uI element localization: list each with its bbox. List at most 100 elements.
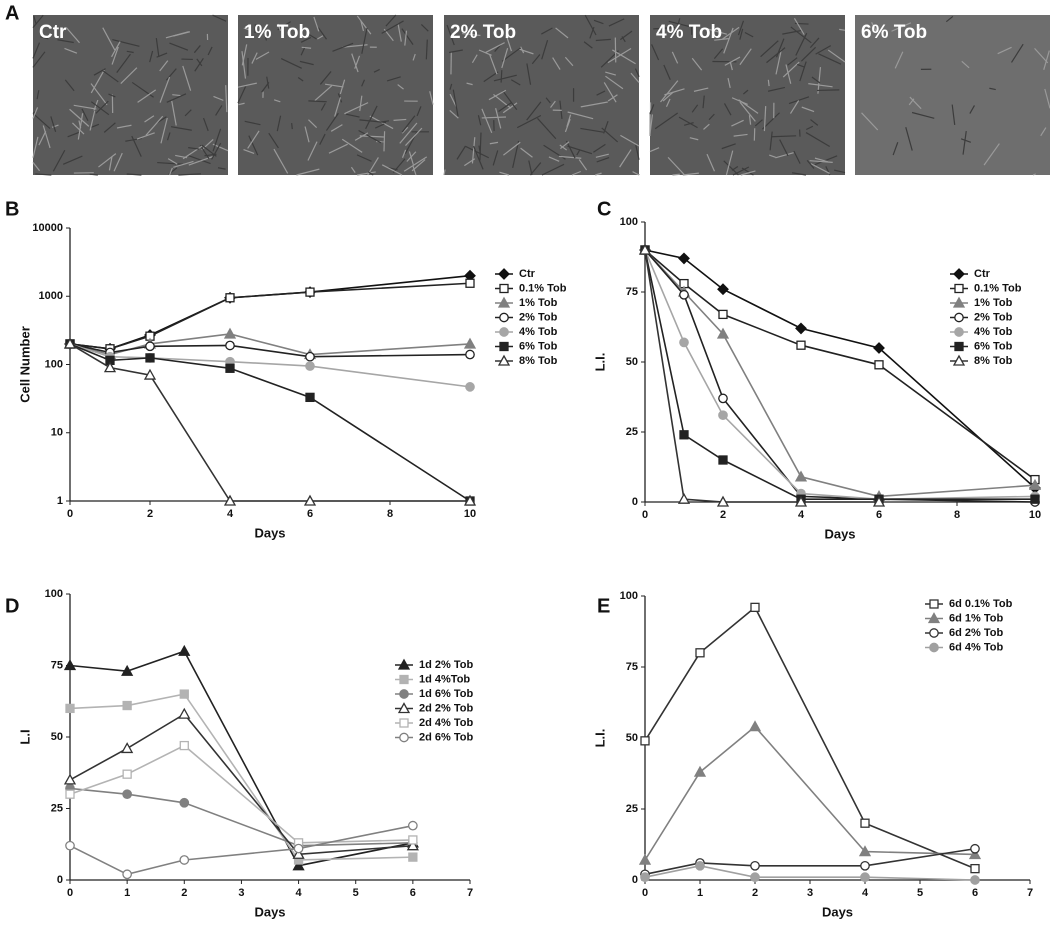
marker	[466, 279, 474, 287]
marker	[180, 856, 188, 864]
legend-label: 2d 4% Tob	[419, 717, 473, 729]
x-tick-label: 4	[798, 509, 805, 521]
marker	[500, 313, 508, 321]
x-tick-label: 0	[67, 887, 73, 899]
y-tick-label: 50	[626, 732, 638, 744]
x-axis-label: Days	[254, 904, 285, 919]
image-label: Ctr	[39, 22, 67, 43]
legend-label: 2d 2% Tob	[419, 702, 473, 714]
marker	[122, 743, 132, 752]
marker	[696, 862, 704, 870]
legend-label: 6d 2% Tob	[949, 627, 1003, 639]
legend-label: 0.1% Tob	[974, 282, 1022, 294]
y-tick-label: 25	[51, 802, 63, 814]
marker	[226, 364, 234, 372]
marker	[640, 855, 650, 864]
marker	[930, 643, 938, 651]
panel-letter: D	[5, 595, 19, 617]
x-tick-label: 8	[387, 508, 393, 520]
marker	[400, 719, 408, 727]
marker	[123, 790, 131, 798]
series-line	[70, 788, 413, 845]
legend-label: 8% Tob	[519, 355, 558, 367]
marker	[796, 472, 806, 481]
x-tick-label: 3	[807, 887, 813, 899]
marker	[796, 323, 806, 333]
x-tick-label: 0	[67, 508, 73, 520]
x-tick-label: 6	[876, 509, 882, 521]
cell	[292, 123, 293, 129]
marker	[146, 354, 154, 362]
series-line	[70, 283, 470, 349]
y-tick-label: 75	[626, 286, 638, 298]
cell	[501, 70, 502, 82]
y-tick-label: 100	[620, 590, 638, 602]
series-line	[70, 651, 413, 866]
marker	[466, 350, 474, 358]
marker	[500, 285, 508, 293]
marker	[66, 704, 74, 712]
marker	[955, 328, 963, 336]
x-tick-label: 6	[410, 887, 416, 899]
x-axis-label: Days	[254, 525, 285, 540]
marker	[66, 841, 74, 849]
x-tick-label: 7	[467, 887, 473, 899]
marker	[180, 799, 188, 807]
legend-label: 8% Tob	[974, 355, 1013, 367]
marker	[955, 285, 963, 293]
x-tick-label: 4	[296, 887, 303, 899]
marker	[875, 361, 883, 369]
y-tick-label: 100	[45, 358, 63, 370]
marker	[750, 722, 760, 731]
marker	[499, 269, 509, 279]
y-tick-label: 50	[51, 731, 63, 743]
series-line	[70, 344, 470, 357]
image-label: 1% Tob	[244, 22, 310, 43]
marker	[466, 383, 474, 391]
legend-label: 2% Tob	[519, 311, 558, 323]
y-tick-label: 10	[51, 427, 63, 439]
marker	[751, 873, 759, 881]
y-tick-label: 75	[51, 659, 63, 671]
legend-label: 1d 4%Tob	[419, 673, 470, 685]
marker	[180, 742, 188, 750]
marker	[400, 733, 408, 741]
marker	[146, 342, 154, 350]
legend-label: 6% Tob	[519, 340, 558, 352]
marker	[696, 649, 704, 657]
y-tick-label: 0	[57, 874, 63, 886]
marker	[123, 770, 131, 778]
x-tick-label: 4	[862, 887, 869, 899]
y-tick-label: 100	[45, 588, 63, 600]
marker	[1031, 495, 1039, 503]
x-tick-label: 7	[1027, 887, 1033, 899]
marker	[641, 737, 649, 745]
y-axis-label: L.I.	[592, 353, 607, 372]
marker	[65, 775, 75, 784]
series-line	[70, 344, 470, 501]
legend-label: 6d 1% Tob	[949, 612, 1003, 624]
x-tick-label: 0	[642, 887, 648, 899]
legend-label: Ctr	[519, 268, 536, 280]
marker	[500, 328, 508, 336]
x-tick-label: 10	[464, 508, 476, 520]
image-label: 2% Tob	[450, 22, 516, 43]
x-tick-label: 6	[307, 508, 313, 520]
marker	[719, 310, 727, 318]
marker	[680, 291, 688, 299]
legend-label: 1d 2% Tob	[419, 659, 473, 671]
legend-label: 1% Tob	[519, 297, 558, 309]
marker	[409, 836, 417, 844]
x-axis-label: Days	[822, 904, 853, 919]
legend-label: Ctr	[974, 268, 991, 280]
marker	[797, 341, 805, 349]
y-tick-label: 10000	[32, 222, 63, 234]
x-tick-label: 2	[147, 508, 153, 520]
x-tick-label: 2	[752, 887, 758, 899]
x-tick-label: 2	[181, 887, 187, 899]
legend-label: 6d 0.1% Tob	[949, 598, 1013, 610]
marker	[409, 853, 417, 861]
marker	[123, 870, 131, 878]
y-axis-label: L.I	[17, 729, 32, 744]
x-tick-label: 4	[227, 508, 234, 520]
